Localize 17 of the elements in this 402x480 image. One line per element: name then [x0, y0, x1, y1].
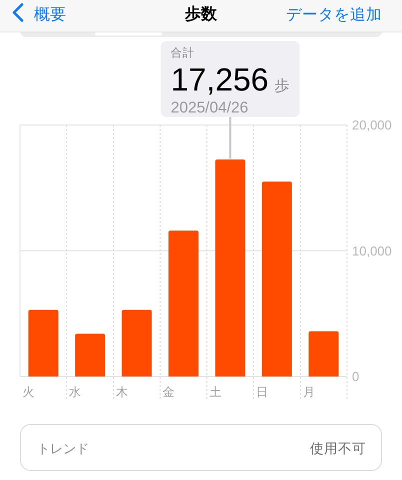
- title: 歩数: [185, 6, 217, 23]
- x-tick-label: 火: [22, 385, 34, 399]
- x-tick-label: 土: [209, 385, 222, 399]
- x-tick-label: 日: [256, 385, 268, 399]
- y-tick-label: 10,000: [352, 243, 392, 258]
- annotation: 概要: [34, 6, 66, 24]
- x-tick-label: 月: [302, 385, 315, 399]
- annotation: 使用不可: [310, 441, 366, 456]
- annotation: 合計: [170, 48, 195, 60]
- x-tick-label: 木: [116, 385, 128, 399]
- x-tick-label: 金: [162, 385, 175, 399]
- annotation: 17,256 歩: [170, 62, 290, 98]
- x-tick-label: 水: [69, 385, 82, 399]
- annotation: トレンド: [37, 441, 89, 456]
- y-tick-label: 0: [352, 369, 360, 384]
- y-tick-label: 20,000: [352, 118, 392, 132]
- annotation: データを追加: [286, 6, 382, 24]
